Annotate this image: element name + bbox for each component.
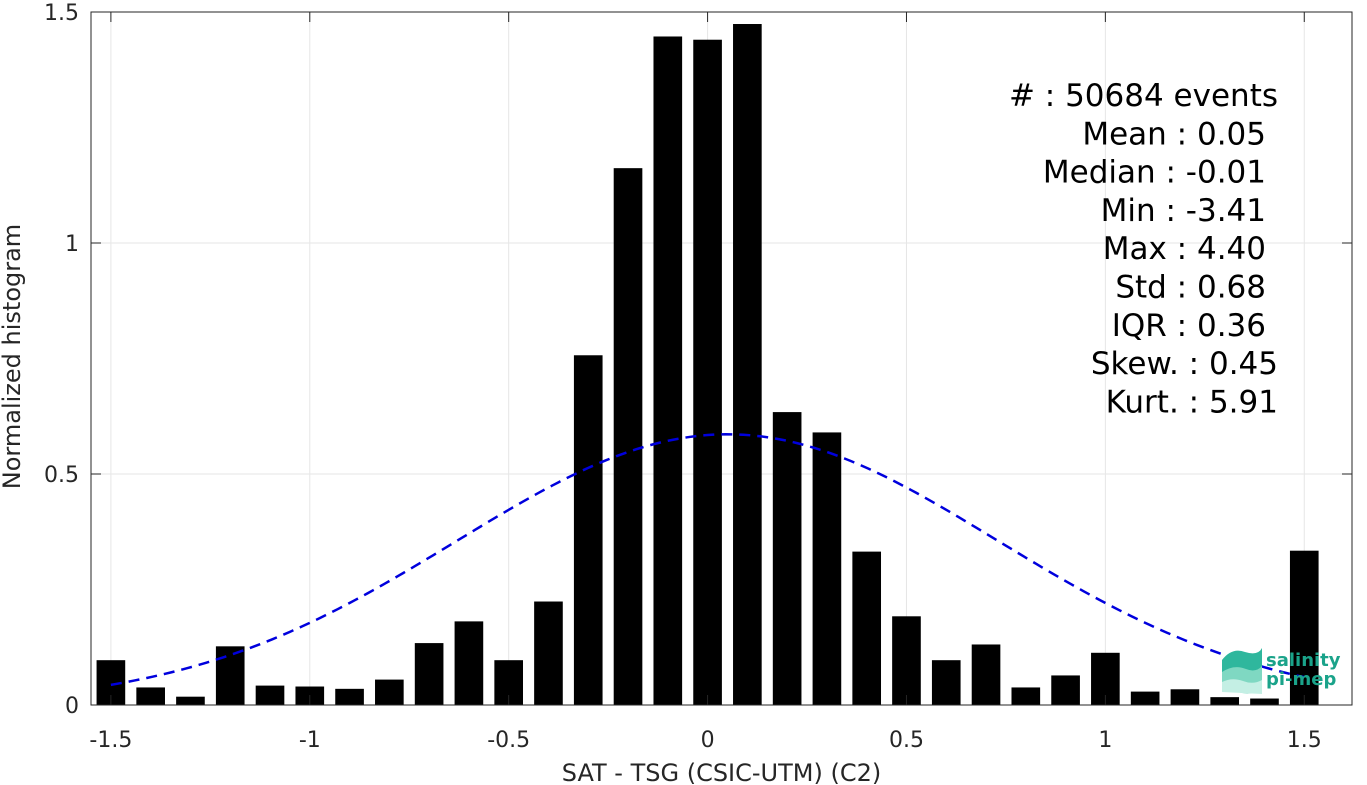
histogram-bar [971, 644, 1001, 705]
y-axis-ticks: 0 0.5 1 1.5 [44, 1, 1352, 719]
histogram-bar [772, 412, 802, 705]
y-axis-label: Normalized histogram [0, 224, 26, 489]
histogram-bar [215, 646, 245, 705]
x-tick-label: -0.5 [487, 728, 530, 753]
y-tick-label: 1.5 [44, 1, 79, 26]
stat-line: IQR : 0.36 [1112, 308, 1266, 344]
x-tick-label: -1.5 [89, 728, 132, 753]
histogram-bar [1289, 550, 1319, 705]
y-tick-label: 0.5 [44, 463, 79, 488]
histogram-bar [1170, 689, 1200, 705]
histogram-bar [1011, 687, 1041, 705]
stat-line: Skew. : 0.45 [1091, 346, 1278, 382]
x-tick-label: -1 [299, 728, 321, 753]
stat-line: Min : -3.41 [1101, 193, 1266, 229]
histogram-bar [1250, 698, 1279, 705]
x-tick-label: 1.5 [1287, 728, 1322, 753]
histogram-bar [653, 36, 683, 705]
histogram-bar [375, 679, 404, 705]
histogram-bars [96, 24, 1319, 706]
histogram-bar [454, 621, 484, 705]
histogram-bar [335, 688, 364, 705]
salinity-pimep-logo: salinity pi-mep [1222, 648, 1341, 694]
histogram-bar [414, 643, 444, 705]
histogram-bar [693, 39, 722, 706]
histogram-bar [1130, 691, 1160, 705]
normal-fit-curve [110, 433, 1305, 687]
y-tick-label: 0 [65, 694, 79, 719]
histogram-bar [733, 24, 762, 705]
histogram-bar [1210, 697, 1240, 705]
histogram-bar [852, 551, 882, 705]
x-axis-label: SAT - TSG (CSIC-UTM) (C2) [562, 759, 881, 785]
stat-line: # : 50684 events [1009, 78, 1278, 114]
histogram-bar [931, 660, 961, 705]
histogram-bar [176, 696, 205, 705]
stat-line: Mean : 0.05 [1082, 116, 1266, 152]
logo-line1: salinity [1266, 650, 1341, 671]
plot-area-frame [90, 11, 1353, 706]
x-axis-ticks: -1.5 -1 -0.5 0 0.5 1 1.5 [89, 12, 1322, 753]
stat-line: Std : 0.68 [1115, 270, 1266, 306]
x-tick-label: 1 [1098, 728, 1112, 753]
histogram-bar [613, 168, 643, 705]
logo-line2: pi-mep [1266, 669, 1336, 690]
x-tick-label: 0 [701, 728, 715, 753]
stat-line: Median : -0.01 [1043, 155, 1266, 191]
histogram-bar [573, 355, 603, 705]
x-tick-label: 0.5 [889, 728, 924, 753]
histogram-bar [534, 601, 563, 705]
histogram-bar [1051, 675, 1080, 705]
histogram-bar [892, 616, 921, 705]
y-tick-label: 1 [65, 232, 79, 257]
histogram-bar [812, 432, 842, 705]
wave-logo-icon [1222, 648, 1262, 694]
histogram-bar [136, 687, 165, 705]
histogram-bar [255, 685, 285, 705]
stat-line: Max : 4.40 [1103, 231, 1266, 267]
stat-line: Kurt. : 5.91 [1106, 384, 1278, 420]
